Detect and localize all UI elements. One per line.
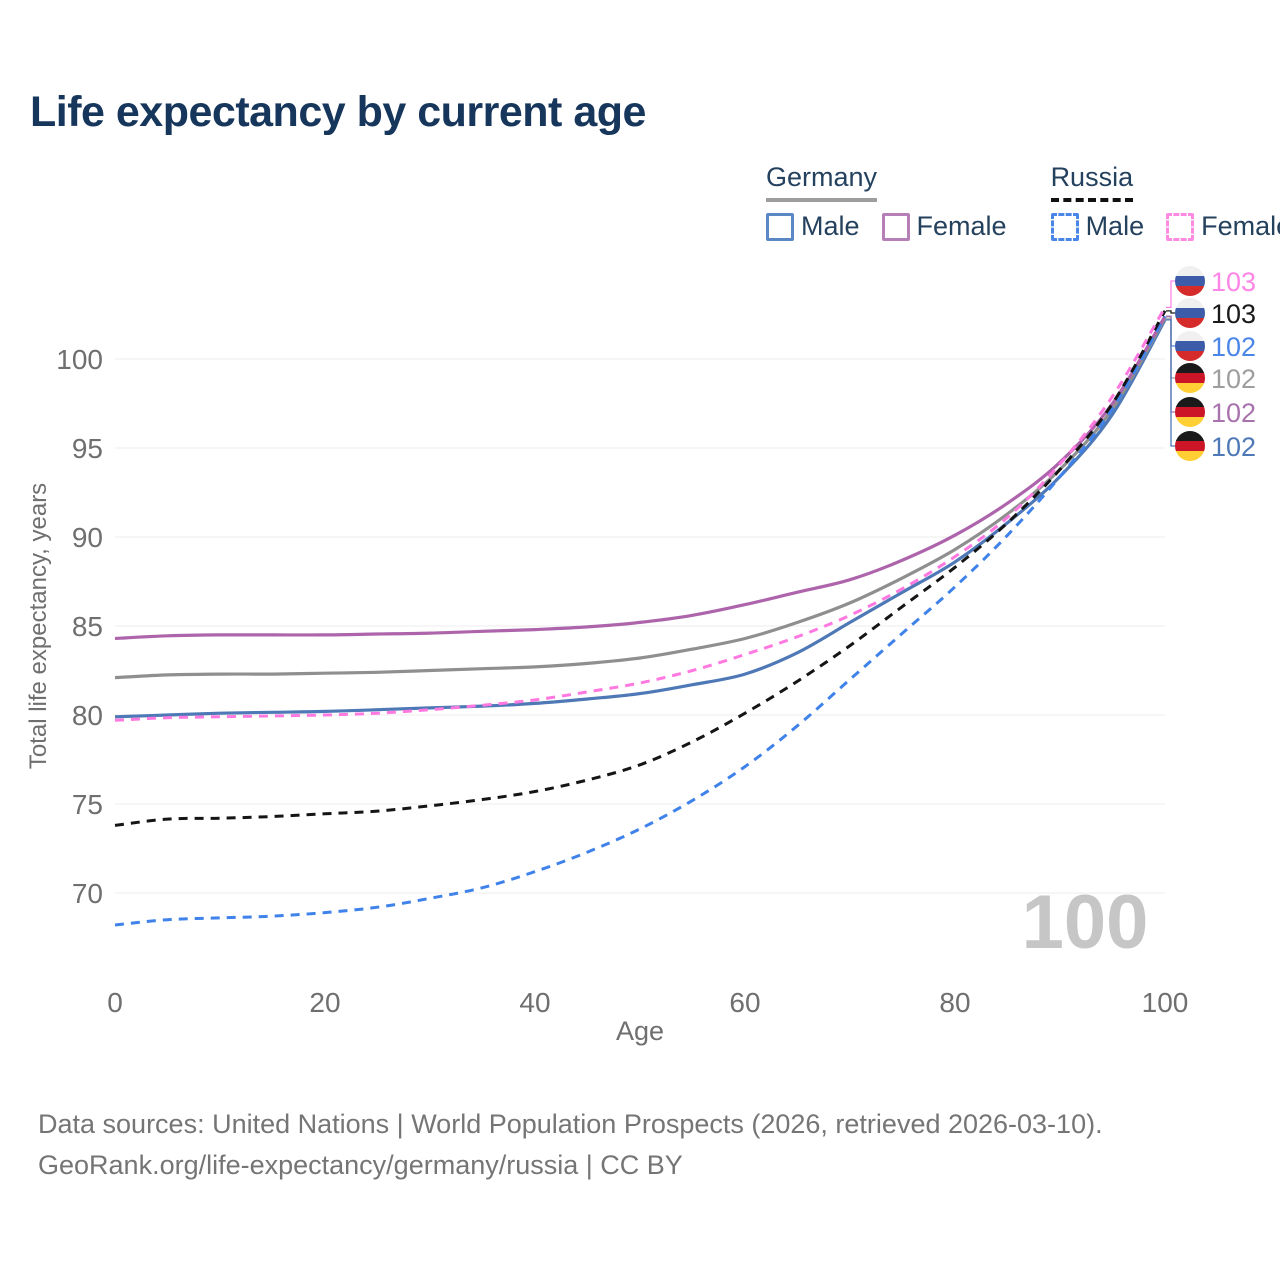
series-line-germany_male[interactable] bbox=[114, 319, 1167, 719]
russia-female-swatch-icon bbox=[1166, 212, 1195, 241]
series-line-russia_female[interactable] bbox=[114, 306, 1167, 722]
x-tick-label: 80 bbox=[939, 987, 970, 1018]
x-tick-label: 20 bbox=[309, 987, 340, 1018]
legend-group-germany: Germany Male Female bbox=[766, 162, 1007, 242]
germany-female-swatch-icon bbox=[881, 212, 910, 241]
end-value-label: 102 bbox=[1211, 332, 1256, 362]
life-expectancy-chart: 100 70 75 80 85 90 95 100 0 20 40 60 80 100 Age Total l… bbox=[25, 266, 1256, 1046]
legend-germany-title[interactable]: Germany bbox=[766, 162, 878, 202]
y-tick-label: 75 bbox=[72, 789, 103, 820]
legend-group-russia: Russia Male Female bbox=[1050, 162, 1280, 242]
legend-item-label: Female bbox=[1201, 211, 1280, 241]
y-tick-label: 90 bbox=[72, 522, 103, 553]
y-tick-label: 95 bbox=[72, 433, 103, 464]
germany-flag-icon bbox=[1175, 431, 1205, 461]
label-leader-line bbox=[1166, 280, 1175, 309]
series-line-russia_male[interactable] bbox=[114, 315, 1167, 927]
end-value-label: 102 bbox=[1211, 432, 1256, 462]
age-watermark: 100 bbox=[1022, 880, 1149, 965]
end-value-label: 103 bbox=[1211, 267, 1256, 297]
russia-flag-icon bbox=[1175, 266, 1205, 296]
footer: Data sources: United Nations | World Pop… bbox=[38, 1104, 1103, 1186]
end-value-label: 102 bbox=[1211, 398, 1256, 428]
germany-male-swatch-icon bbox=[766, 212, 794, 241]
legend: Germany Male Female Russia Male Female bbox=[766, 162, 1280, 242]
series-line-germany_overall[interactable] bbox=[114, 317, 1167, 680]
legend-item-russia-female[interactable]: Female bbox=[1166, 211, 1280, 242]
legend-item-germany-male[interactable]: Male bbox=[766, 211, 860, 242]
legend-item-label: Female bbox=[916, 211, 1007, 241]
label-leader-line bbox=[1166, 319, 1175, 447]
y-tick-label: 70 bbox=[72, 878, 103, 909]
label-leader-line bbox=[1166, 310, 1175, 314]
y-tick-label: 100 bbox=[56, 344, 103, 375]
y-tick-label: 80 bbox=[72, 700, 103, 731]
attribution-line: GeoRank.org/life-expectancy/germany/russ… bbox=[38, 1150, 683, 1180]
russia-male-swatch-icon bbox=[1050, 212, 1079, 241]
legend-item-label: Male bbox=[801, 211, 860, 241]
legend-item-label: Male bbox=[1085, 211, 1145, 241]
germany-flag-icon bbox=[1175, 397, 1205, 427]
data-sources-line: Data sources: United Nations | World Pop… bbox=[38, 1109, 1103, 1139]
end-value-label: 102 bbox=[1211, 364, 1256, 394]
x-tick-label: 100 bbox=[1142, 987, 1189, 1018]
series-line-germany_female[interactable] bbox=[114, 315, 1167, 641]
series-line-russia_overall[interactable] bbox=[114, 310, 1167, 827]
germany-flag-icon bbox=[1175, 363, 1205, 393]
legend-item-germany-female[interactable]: Female bbox=[881, 211, 1007, 242]
y-axis-title: Total life expectancy, years bbox=[25, 483, 52, 769]
legend-item-russia-male[interactable]: Male bbox=[1050, 211, 1145, 242]
x-tick-label: 60 bbox=[729, 987, 760, 1018]
x-tick-label: 0 bbox=[107, 987, 123, 1018]
russia-flag-icon bbox=[1175, 331, 1205, 361]
russia-flag-icon bbox=[1175, 298, 1205, 328]
x-axis-title: Age bbox=[616, 1016, 664, 1046]
y-tick-label: 85 bbox=[72, 611, 103, 642]
legend-russia-title[interactable]: Russia bbox=[1050, 162, 1134, 202]
end-value-label: 103 bbox=[1211, 299, 1256, 329]
x-tick-label: 40 bbox=[519, 987, 550, 1018]
page-title: Life expectancy by current age bbox=[30, 88, 646, 136]
